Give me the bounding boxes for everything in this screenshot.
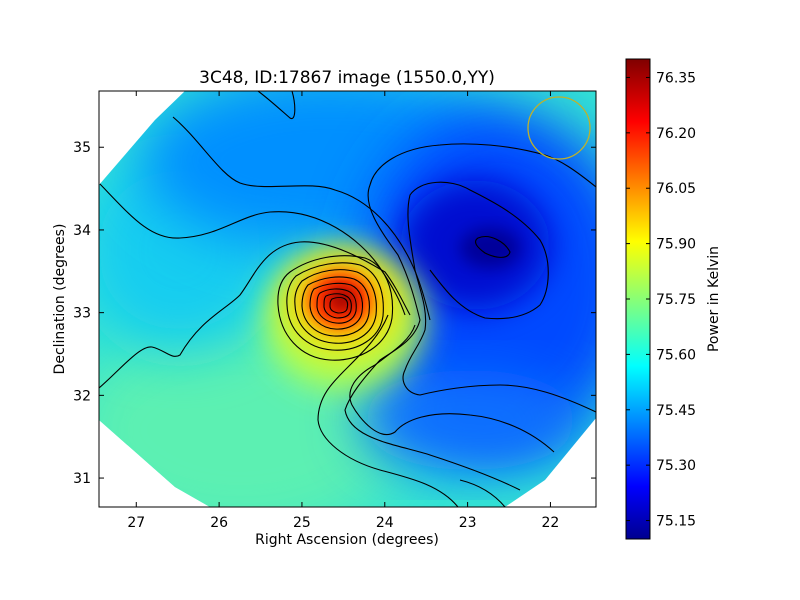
colorbar-tick-label: 75.45 bbox=[656, 403, 696, 419]
contour-line bbox=[344, 143, 596, 491]
contour-line bbox=[402, 181, 596, 413]
colorbar-tick-label: 75.90 bbox=[656, 237, 696, 253]
contour-line bbox=[316, 288, 357, 324]
x-tick-label: 25 bbox=[293, 515, 311, 531]
x-tick-label: 22 bbox=[542, 515, 560, 531]
plot-frame bbox=[98, 90, 597, 508]
x-tick-label: 24 bbox=[376, 515, 394, 531]
y-tick-label: 35 bbox=[73, 140, 91, 156]
contour-line bbox=[172, 116, 431, 321]
x-axis-title: Right Ascension (degrees) bbox=[255, 532, 439, 548]
contour-line bbox=[329, 296, 349, 314]
x-tick-label: 23 bbox=[459, 515, 477, 531]
contour-line bbox=[277, 255, 394, 361]
colorbar-tick-label: 76.20 bbox=[656, 126, 696, 142]
contour-line bbox=[323, 293, 352, 319]
y-tick-label: 32 bbox=[73, 388, 91, 404]
contour-line bbox=[294, 269, 377, 344]
contour-line bbox=[459, 479, 506, 507]
contour-line bbox=[99, 241, 411, 389]
colorbar-tick-label: 75.30 bbox=[656, 458, 696, 474]
beam-marker bbox=[527, 96, 591, 160]
contour-line bbox=[257, 91, 296, 120]
x-tick-label: 27 bbox=[127, 515, 145, 531]
y-axis-title: Declination (degrees) bbox=[52, 224, 68, 375]
heatmap-field bbox=[99, 91, 596, 507]
colorbar-tick-label: 75.15 bbox=[656, 514, 696, 530]
contour-line bbox=[301, 276, 370, 337]
contour-line bbox=[475, 236, 511, 258]
chart-title: 3C48, ID:17867 image (1550.0,YY) bbox=[199, 68, 495, 88]
contour-lines bbox=[99, 91, 596, 507]
y-tick-label: 31 bbox=[73, 471, 91, 487]
y-axis: 31 32 33 34 35 bbox=[73, 140, 596, 487]
colorbar-ticks: 75.15 75.30 75.45 75.60 75.75 75.90 76.05 76.20… bbox=[626, 70, 696, 530]
colorbar-tick-label: 75.75 bbox=[656, 292, 696, 308]
colorbar-label: Power in Kelvin bbox=[706, 246, 722, 352]
y-tick-label: 34 bbox=[73, 223, 91, 239]
colorbar-tick-label: 76.05 bbox=[656, 181, 696, 197]
contour-line bbox=[309, 282, 364, 330]
x-axis: 27 26 25 24 23 22 bbox=[127, 91, 559, 531]
contour-line bbox=[286, 262, 384, 351]
plot-area bbox=[98, 90, 597, 508]
y-tick-label: 33 bbox=[73, 306, 91, 322]
colorbar-tick-label: 75.60 bbox=[656, 347, 696, 363]
x-tick-label: 26 bbox=[210, 515, 228, 531]
contour-line bbox=[349, 324, 555, 453]
colorbar: 75.15 75.30 75.45 75.60 75.75 75.90 76.05 76.20… bbox=[625, 58, 722, 540]
colorbar-tick-label: 76.35 bbox=[656, 70, 696, 86]
